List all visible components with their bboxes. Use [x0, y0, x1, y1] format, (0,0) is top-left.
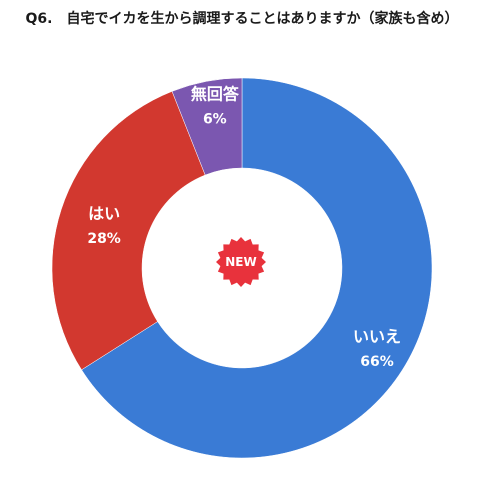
slice-value-label: 66%	[360, 354, 394, 370]
slice-value-label: 6%	[203, 112, 227, 128]
slice-category-label: はい	[88, 204, 120, 223]
slice-2	[51, 91, 206, 371]
slice-category-label: いいえ	[353, 327, 401, 346]
new-badge-starburst-icon	[216, 237, 266, 287]
slice-3	[171, 77, 243, 176]
new-badge: NEW	[216, 237, 266, 287]
new-badge-text: NEW	[225, 255, 256, 269]
slice-value-label: 28%	[87, 231, 121, 247]
donut-slices	[51, 77, 433, 459]
slice-category-label: 無回答	[191, 85, 240, 104]
chart-title: Q6. 自宅でイカを生から調理することはありますか（家族も含め）	[25, 11, 459, 27]
slice-labels: いいえ 66% はい 28% 無回答 6%	[87, 85, 401, 370]
slice-1	[81, 77, 433, 459]
